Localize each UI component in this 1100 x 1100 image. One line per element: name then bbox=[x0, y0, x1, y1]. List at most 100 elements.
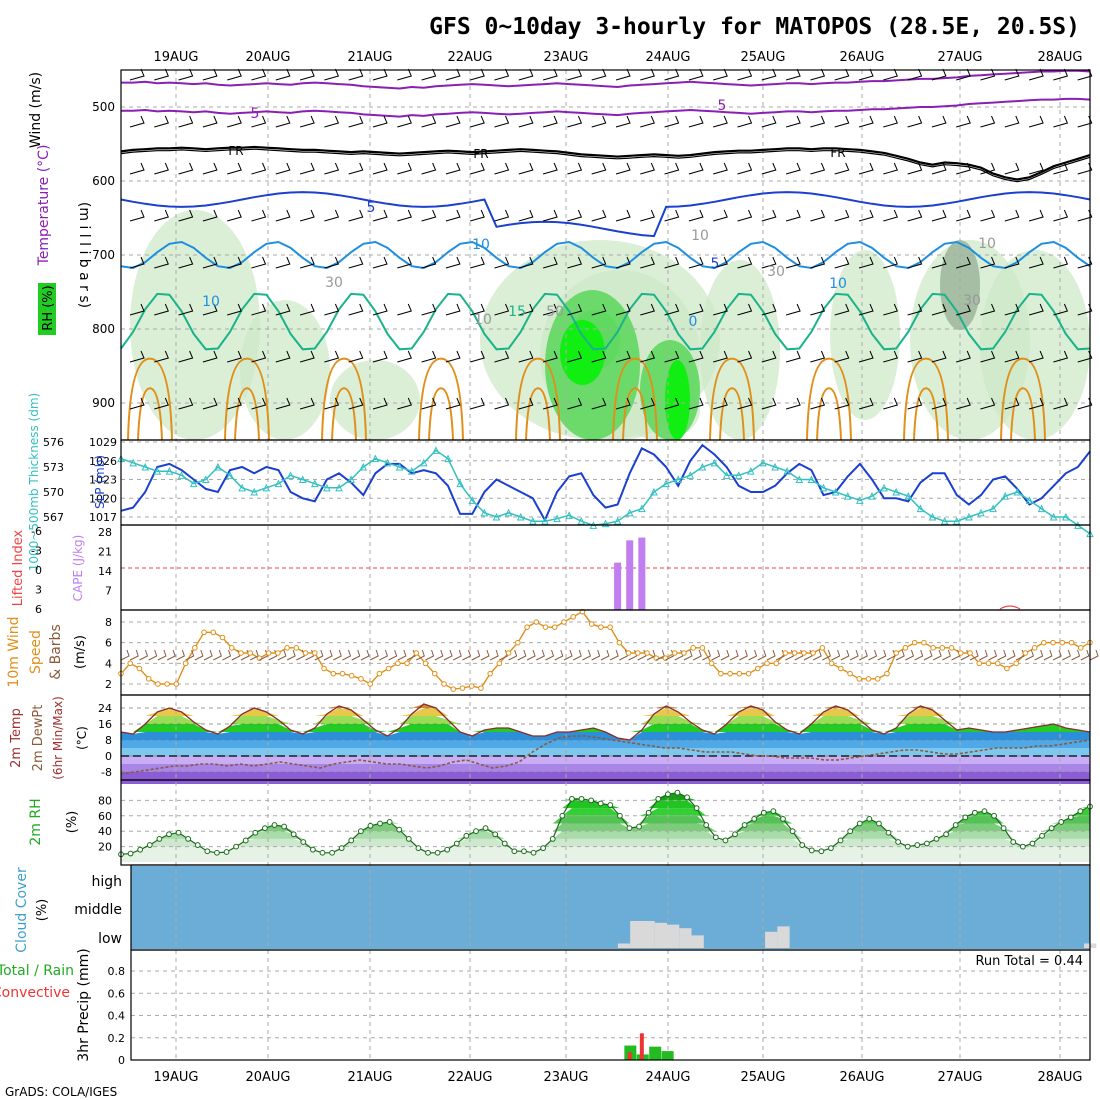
wind-barb bbox=[542, 209, 558, 222]
contour-label: 30 bbox=[325, 275, 343, 291]
isotherm-plus20 bbox=[1000, 357, 1046, 441]
wind-barb bbox=[202, 303, 218, 316]
run-total-label: Run Total = 0.44 bbox=[975, 954, 1083, 969]
dewpoint-line bbox=[120, 735, 1091, 775]
wind-barb bbox=[907, 397, 923, 410]
wind-speed-point bbox=[551, 624, 558, 630]
wind-speed-point bbox=[1013, 660, 1019, 667]
wind-barb bbox=[615, 256, 631, 269]
contour-label: 30 bbox=[963, 293, 981, 309]
cloud-low-bar bbox=[654, 922, 667, 948]
wind-speed-point bbox=[441, 681, 447, 687]
wind-speed-point bbox=[321, 665, 327, 672]
wind-speed-point bbox=[773, 660, 780, 667]
wind-barb bbox=[372, 350, 388, 363]
time-label-top: 26AUG bbox=[839, 50, 884, 65]
wind-barb bbox=[907, 303, 923, 316]
cape-bar bbox=[638, 537, 646, 610]
wind-barb bbox=[737, 162, 753, 175]
wind-barb-10m bbox=[840, 649, 850, 661]
rh-point bbox=[242, 837, 249, 844]
wind-barb bbox=[713, 303, 728, 316]
wind-speed-point bbox=[228, 645, 235, 651]
precip-conv-bar bbox=[627, 1052, 632, 1060]
rh-point bbox=[847, 828, 854, 835]
wind-barb bbox=[251, 115, 267, 128]
wind-speed-point bbox=[874, 676, 881, 682]
temp-band bbox=[121, 772, 1090, 784]
thickness-marker bbox=[807, 475, 816, 483]
isotherm-plus20 bbox=[709, 357, 755, 441]
thickness-marker bbox=[795, 475, 804, 483]
contour-label: FR bbox=[830, 146, 845, 160]
wind-speed-point bbox=[219, 634, 226, 641]
wind-barb bbox=[810, 256, 826, 269]
wind-barb bbox=[591, 209, 607, 222]
wind-barb-10m bbox=[969, 649, 979, 661]
wind-barb bbox=[615, 68, 631, 81]
wind-barb bbox=[567, 68, 583, 81]
rh-point bbox=[780, 815, 786, 822]
thickness-marker bbox=[952, 517, 961, 525]
wind-barb bbox=[834, 303, 850, 316]
thickness-marker bbox=[286, 471, 295, 479]
contour-label: 30 bbox=[767, 264, 785, 280]
wind-barb bbox=[397, 68, 412, 81]
rh-point bbox=[684, 794, 690, 801]
wind-barb bbox=[785, 115, 801, 128]
wind-barb bbox=[688, 68, 704, 81]
wind-speed-point bbox=[524, 624, 530, 630]
wind-barb bbox=[518, 350, 534, 363]
wind-barb bbox=[324, 162, 340, 175]
wind-barb bbox=[1028, 397, 1044, 410]
y-tick-wind: 6 bbox=[105, 637, 112, 650]
rh-point bbox=[971, 809, 978, 816]
rh-point bbox=[655, 795, 662, 802]
wind-barb bbox=[1004, 209, 1020, 222]
rh-point bbox=[511, 848, 518, 855]
wind-barb-10m bbox=[1025, 649, 1035, 661]
wind-barb-10m bbox=[702, 649, 712, 661]
label-millibars: (m i l l i b a r s) bbox=[76, 202, 92, 308]
y-tick-li: 6 bbox=[35, 603, 42, 616]
wind-barb-10m bbox=[471, 649, 481, 661]
wind-barb bbox=[858, 256, 874, 269]
isotherm-plus20 bbox=[224, 357, 270, 441]
thickness-marker bbox=[940, 517, 949, 525]
label-rh: RH (%) bbox=[41, 285, 56, 330]
wind-barb bbox=[567, 115, 583, 128]
y-tick-precip: 0 bbox=[118, 1054, 125, 1067]
wind-barb bbox=[178, 162, 194, 175]
wind-barb bbox=[470, 162, 485, 175]
rh-shade-saturated bbox=[560, 320, 605, 385]
thickness-marker bbox=[153, 467, 162, 475]
rh-point bbox=[588, 797, 595, 804]
wind-speed-point bbox=[930, 645, 936, 651]
wind-barb bbox=[907, 209, 923, 222]
wind-barb bbox=[1028, 209, 1044, 222]
panel-frame bbox=[120, 439, 1091, 526]
wind-barb bbox=[348, 162, 364, 175]
rh-point bbox=[770, 808, 777, 815]
wind-barb-10m bbox=[766, 649, 776, 661]
wind-speed-point bbox=[570, 614, 577, 620]
wind-barb-10m bbox=[720, 649, 730, 661]
isotherm-plus25 bbox=[428, 387, 454, 441]
wind-barb bbox=[421, 68, 437, 81]
time-label-top: 21AUG bbox=[347, 50, 392, 65]
wind-barb bbox=[761, 162, 777, 175]
rh-point bbox=[166, 831, 172, 838]
wind-barb bbox=[178, 303, 194, 316]
wind-speed-point bbox=[625, 650, 632, 656]
wind-barb bbox=[640, 397, 655, 410]
thickness-marker bbox=[662, 479, 670, 488]
wind-speed-point bbox=[431, 670, 438, 677]
rh-point bbox=[309, 846, 316, 853]
cape-bar bbox=[614, 562, 622, 610]
wind-barb-10m bbox=[203, 649, 213, 661]
cloud-background bbox=[131, 866, 1090, 949]
wind-barb bbox=[397, 397, 412, 410]
temp-band bbox=[121, 756, 1090, 764]
wind-barb bbox=[299, 115, 315, 128]
wind-barb bbox=[397, 115, 412, 128]
